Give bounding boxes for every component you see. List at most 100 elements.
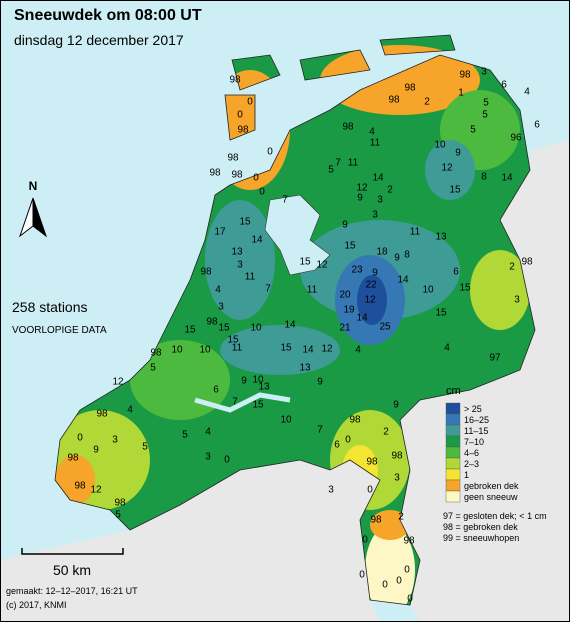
- station-value: 9: [241, 376, 247, 387]
- legend-title: cm: [446, 385, 461, 397]
- legend-label: geen sneeuw: [464, 492, 518, 502]
- station-value: 4: [127, 405, 133, 416]
- station-value: 98: [231, 170, 243, 181]
- station-value: 0: [404, 565, 410, 576]
- station-value: 14: [372, 173, 384, 184]
- station-value: 12: [321, 344, 333, 355]
- legend-label: > 25: [464, 404, 482, 414]
- station-value: 98: [150, 348, 162, 359]
- snow-patch: [365, 525, 415, 605]
- snow-patch: [55, 455, 95, 505]
- station-value: 0: [259, 187, 265, 198]
- station-value: 96: [510, 133, 522, 144]
- station-value: 11: [348, 158, 359, 169]
- station-value: 14: [284, 320, 296, 331]
- station-value: 5: [182, 430, 188, 441]
- scale-label: 50 km: [53, 562, 91, 578]
- station-value: 13: [299, 363, 311, 374]
- legend-label: 2–3: [464, 459, 479, 469]
- station-value: 98: [206, 317, 218, 328]
- station-value: 98: [67, 453, 79, 464]
- station-value: 10: [434, 140, 446, 151]
- station-value: 8: [404, 250, 410, 261]
- legend-label: 11–15: [464, 426, 488, 436]
- station-value: 15: [449, 185, 461, 196]
- station-value: 0: [345, 435, 351, 446]
- station-value: 3: [218, 302, 224, 313]
- station-value: 5: [328, 165, 334, 176]
- station-value: 14: [397, 275, 409, 286]
- station-value: 6: [213, 385, 219, 396]
- station-value: 98: [459, 70, 471, 81]
- station-value: 4: [205, 427, 211, 438]
- station-value: 12: [364, 295, 376, 306]
- station-value: 3: [205, 452, 211, 463]
- station-value: 19: [343, 305, 355, 316]
- station-value: 6: [501, 80, 507, 91]
- station-value: 15: [227, 335, 239, 346]
- station-value: 6: [334, 440, 340, 451]
- station-value: 13: [435, 232, 447, 243]
- station-value: 98: [388, 95, 400, 106]
- station-value: 15: [218, 323, 230, 334]
- snow-patch: [205, 200, 275, 320]
- snow-patch: [370, 510, 410, 540]
- station-value: 11: [307, 285, 318, 296]
- snow-patch: [130, 340, 230, 420]
- station-value: 13: [258, 382, 270, 393]
- station-value: 0: [237, 110, 243, 121]
- station-value: 98: [370, 515, 382, 526]
- station-value: 0: [267, 147, 273, 158]
- snow-patch: [425, 140, 475, 200]
- station-value: 9: [372, 268, 378, 279]
- station-value: 98: [237, 125, 249, 136]
- station-value: 10: [422, 285, 434, 296]
- station-value: 98: [366, 457, 378, 468]
- snow-patch: [320, 45, 480, 115]
- footer-made: gemaakt: 12–12–2017, 16:21 UT: [6, 586, 138, 596]
- station-value: 98: [74, 481, 86, 492]
- station-value: 98: [227, 153, 239, 164]
- station-value: 12: [316, 260, 328, 271]
- station-value: 98: [200, 267, 212, 278]
- station-value: 2: [387, 185, 393, 196]
- station-value: 4: [444, 343, 450, 354]
- station-value: 0: [77, 433, 83, 444]
- station-value: 22: [365, 280, 377, 291]
- station-value: 3: [112, 435, 118, 446]
- station-value: 98: [521, 257, 533, 268]
- station-value: 15: [459, 283, 471, 294]
- station-value: 9: [455, 148, 461, 159]
- station-value: 7: [265, 284, 271, 295]
- station-value: 3: [237, 260, 243, 271]
- legend-note: 99 = sneeuwhopen: [443, 533, 519, 543]
- snow-patch: [220, 325, 340, 375]
- station-value: 5: [470, 125, 476, 136]
- station-value: 12: [112, 377, 124, 388]
- station-value: 9: [394, 253, 400, 264]
- station-value: 4: [524, 87, 530, 98]
- station-value: 98: [96, 409, 108, 420]
- station-value: 2: [383, 427, 389, 438]
- station-value: 17: [214, 227, 226, 238]
- station-value: 1: [458, 88, 464, 99]
- station-value: 98: [349, 415, 361, 426]
- station-value: 3: [328, 485, 334, 496]
- station-value: 10: [199, 345, 211, 356]
- germany: [400, 140, 570, 622]
- station-value: 3: [514, 295, 520, 306]
- station-value: 4: [215, 285, 221, 296]
- station-value: 2: [509, 262, 515, 273]
- station-value: 12: [90, 485, 102, 496]
- legend-swatch: [445, 479, 461, 492]
- station-value: 3: [481, 67, 487, 78]
- station-value: 7: [282, 195, 288, 206]
- station-value: 9: [393, 400, 399, 411]
- legend-note: 97 = gesloten dek; < 1 cm: [443, 511, 547, 521]
- station-value: 14: [302, 345, 314, 356]
- station-value: 14: [501, 173, 513, 184]
- station-value: 0: [396, 576, 402, 587]
- station-value: 10: [280, 415, 292, 426]
